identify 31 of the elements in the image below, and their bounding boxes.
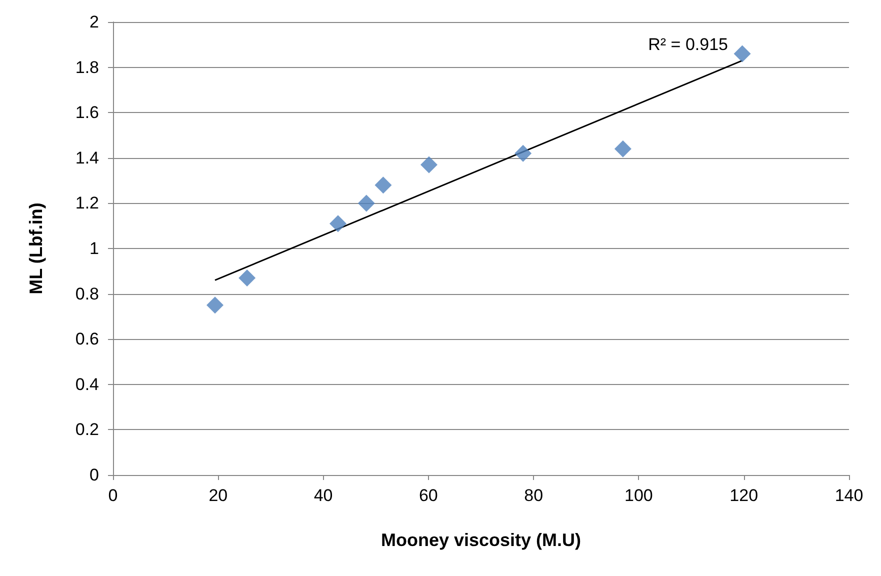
- y-tick-label: 1.6: [75, 103, 99, 122]
- x-tick-label: 0: [108, 486, 118, 505]
- x-tick-label: 80: [524, 486, 544, 505]
- y-tick-label: 1: [90, 239, 99, 258]
- point: [420, 156, 438, 174]
- point: [358, 194, 375, 212]
- point: [206, 296, 224, 314]
- x-tick-label: 20: [208, 486, 228, 505]
- x-axis-title: Mooney viscosity (M.U): [380, 530, 582, 550]
- y-tick-label: 1.8: [75, 58, 99, 77]
- point: [514, 144, 532, 162]
- y-tick-label: 1.2: [75, 194, 99, 213]
- y-tick-label: 2: [90, 12, 99, 32]
- y-tick-label: 0: [90, 466, 99, 484]
- point: [330, 215, 347, 232]
- y-tick-label: 1.4: [75, 148, 99, 168]
- x-tick-label: 100: [624, 486, 653, 505]
- point: [614, 140, 632, 158]
- x-tick-label: 120: [730, 486, 758, 505]
- y-tick-label: 0.6: [75, 330, 99, 349]
- point: [238, 269, 256, 286]
- y-tick-label: 0.4: [75, 374, 99, 394]
- y-tick-label: 0.2: [75, 420, 99, 440]
- y-axis-title: ML (Lbf.in): [26, 202, 46, 294]
- point: [734, 45, 751, 62]
- x-tick-label: 140: [834, 486, 864, 505]
- x-tick-label: 40: [314, 486, 333, 505]
- y-tick-label: 0.8: [75, 284, 99, 304]
- point: [374, 176, 392, 194]
- x-tick-label: 60: [418, 486, 438, 505]
- annotation: R² = 0.915: [648, 35, 728, 54]
